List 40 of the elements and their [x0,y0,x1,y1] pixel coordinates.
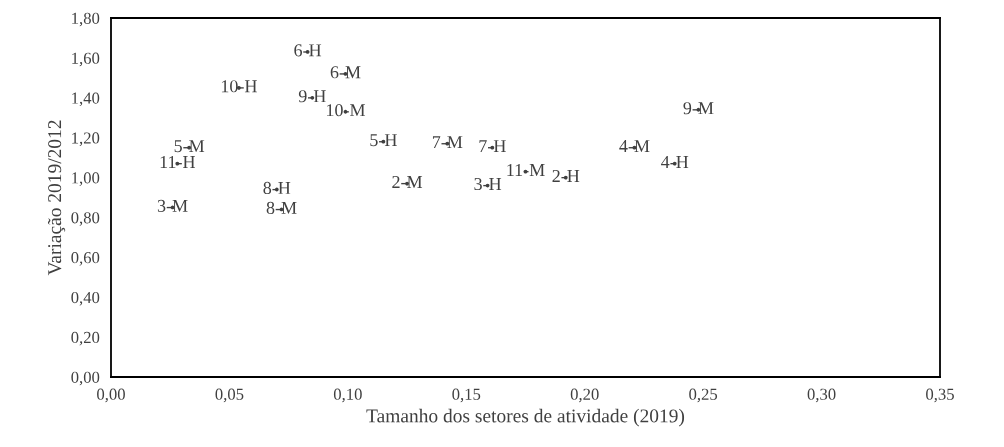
y-tick-label: 0,40 [71,291,100,306]
annotation: 10-H [221,80,257,93]
annotation: 9-M [683,102,714,115]
y-tick-label: 1,40 [72,92,100,107]
x-tick-label: 0,10 [333,388,362,403]
annotation: 6-M [330,66,361,79]
y-tick-label: 0,00 [71,371,100,386]
annotation: 11-M [507,163,545,176]
x-tick-label: 0,05 [215,388,244,403]
annotation: 2-M [392,175,423,188]
x-tick-label: 0,15 [452,388,481,403]
y-tick-label: 0,80 [71,212,100,226]
annotation: 7-M [432,136,463,148]
x-tick-label: 0,25 [689,388,718,403]
x-tick-label: 0,30 [807,388,836,403]
annotation: 8-H [263,181,291,195]
annotation: 11-H [160,156,196,168]
x-tick-label: 0,00 [97,388,125,403]
annotation: 3-H [474,177,502,191]
annotation: 10-M [327,104,366,117]
x-tick-label: 0,35 [926,388,954,403]
annotation: 5-M [174,140,205,153]
annotation: 5-H [370,134,397,147]
x-tick-label: 0,20 [570,388,599,403]
y-tick-label: 1,60 [72,52,100,67]
annotation: 6-H [294,44,322,57]
y-tick-label: 1,20 [72,132,100,147]
y-tick-label: 0,20 [71,331,100,346]
annotation: 8-M [266,201,297,214]
annotation: 4-H [661,156,689,168]
annotation: 2-H [552,169,580,182]
x-axis-title: Tamanho dos setores de atividade (2019) [366,408,685,427]
y-axis-title: Variação 2019/2012 [47,120,66,276]
y-tick-label: 0,60 [71,252,100,266]
annotation: 9-H [298,90,326,103]
annotation: 7-H [479,140,506,152]
annotation: 4-M [619,140,650,152]
y-tick-label: 1,80 [72,12,100,27]
annotation: 3-M [157,199,188,212]
y-tick-label: 1,00 [72,172,100,186]
